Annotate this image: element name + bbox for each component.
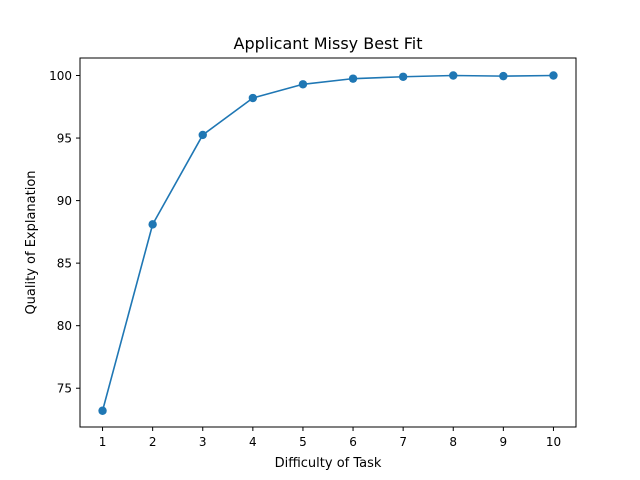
series-layer: [98, 71, 558, 415]
x-tick-label: 2: [149, 435, 157, 449]
data-point: [449, 71, 458, 80]
data-point: [298, 80, 308, 89]
plot-frame: [79, 57, 577, 428]
x-tick-label: 1: [99, 435, 107, 449]
y-tick-label: 75: [57, 382, 72, 396]
data-point: [398, 72, 408, 81]
x-tick-label: 6: [349, 435, 357, 449]
y-tick-label: 90: [57, 194, 72, 208]
x-tick-label: 8: [449, 435, 457, 449]
x-tick-label: 7: [399, 435, 407, 449]
data-point: [248, 93, 258, 103]
y-tick-label: 85: [57, 257, 72, 271]
x-tick-label: 10: [546, 435, 561, 449]
x-axis-ticks: 1 2 3 4 5 6 7 8 9 10: [99, 427, 561, 449]
y-axis-ticks: 75 80 85 90 95 100: [49, 69, 80, 396]
x-tick-label: 9: [500, 435, 508, 449]
data-point: [98, 406, 107, 415]
data-point: [549, 71, 558, 80]
y-axis-label: Quality of Explanation: [24, 170, 39, 314]
chart-title: Applicant Missy Best Fit: [234, 34, 423, 53]
y-tick-label: 95: [57, 132, 72, 146]
x-tick-label: 4: [249, 435, 257, 449]
y-tick-label: 80: [57, 319, 72, 333]
data-point: [499, 71, 508, 81]
x-axis-label: Difficulty of Task: [275, 456, 382, 471]
data-point: [348, 74, 358, 83]
x-tick-label: 3: [199, 435, 207, 449]
x-tick-label: 5: [299, 435, 307, 449]
data-point: [148, 220, 157, 229]
series-line: [101, 74, 554, 411]
data-point: [198, 130, 207, 140]
y-tick-label: 100: [49, 69, 72, 83]
